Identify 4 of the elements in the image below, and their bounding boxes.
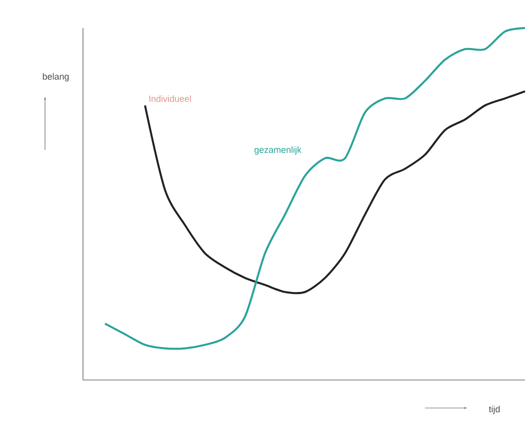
series-label: Individueel bbox=[149, 95, 191, 102]
series-label: gezamenlijk bbox=[254, 146, 302, 155]
y-axis-title: belang bbox=[42, 73, 69, 82]
x-axis-title: tijd bbox=[488, 406, 500, 414]
